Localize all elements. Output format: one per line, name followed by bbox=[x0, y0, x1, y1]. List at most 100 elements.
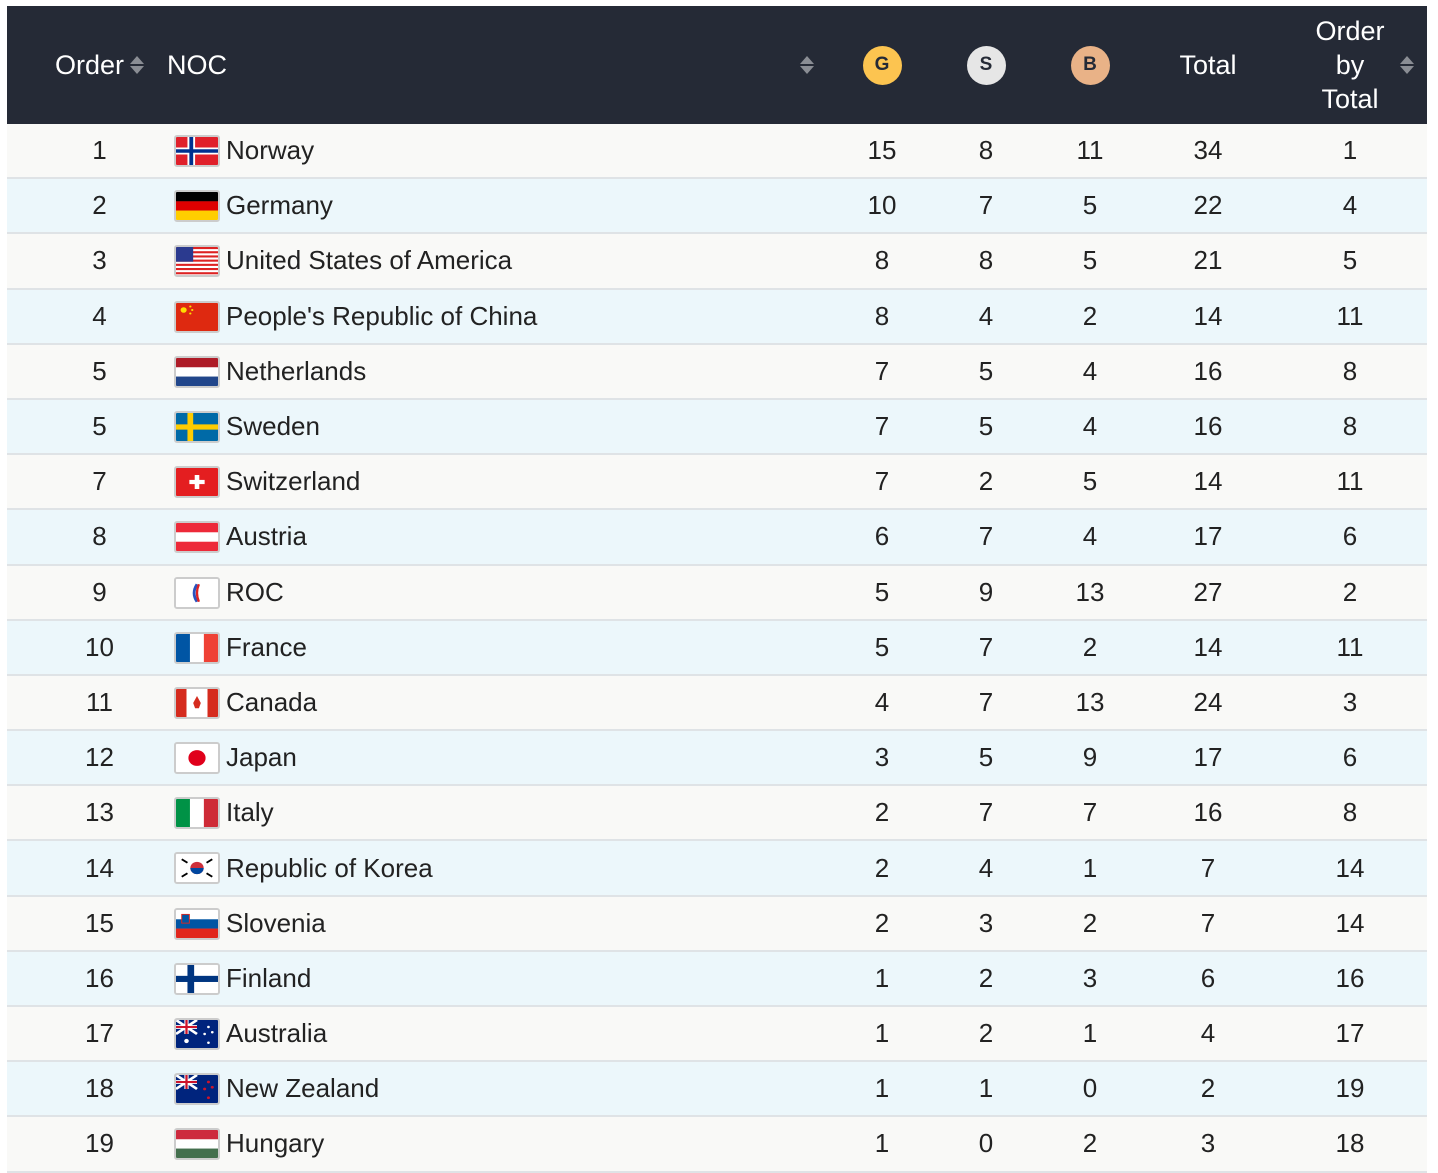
cell-obt: 19 bbox=[1335, 1073, 1365, 1104]
cell-obt: 14 bbox=[1335, 852, 1365, 883]
table-row[interactable]: 8 6 7 4 17 6 Austria bbox=[7, 510, 1427, 566]
table-row[interactable]: 14 2 4 1 7 14 Republic of Korea bbox=[7, 841, 1427, 897]
sort-icon[interactable] bbox=[130, 55, 145, 75]
noc-sort-icon[interactable] bbox=[797, 6, 817, 124]
cell-total: 24 bbox=[1193, 686, 1223, 717]
canada-flag-icon bbox=[174, 686, 220, 719]
order-by-total-sort[interactable] bbox=[1397, 6, 1417, 124]
country-name-link[interactable]: ROC bbox=[226, 576, 284, 607]
cell-total: 17 bbox=[1193, 521, 1223, 552]
table-row[interactable]: 12 3 5 9 17 6 Japan bbox=[7, 731, 1427, 787]
australia-flag-icon bbox=[174, 1018, 220, 1050]
table-row[interactable]: 5 7 5 4 16 8 Sweden bbox=[7, 399, 1427, 456]
sort-icon[interactable] bbox=[1400, 55, 1414, 75]
country-name-link[interactable]: Netherlands bbox=[226, 355, 367, 386]
cell-total: 14 bbox=[1193, 300, 1223, 331]
noc-column-header[interactable]: NOC bbox=[167, 6, 237, 124]
cell-order: 8 bbox=[92, 521, 107, 552]
cell-s: 5 bbox=[978, 742, 994, 773]
cell-b: 3 bbox=[1082, 962, 1098, 993]
table-row[interactable]: 17 1 2 1 4 17 Australia bbox=[7, 1007, 1427, 1063]
sort-icon[interactable] bbox=[800, 55, 814, 75]
cell-g: 4 bbox=[874, 686, 890, 717]
cell-total: 4 bbox=[1200, 1018, 1216, 1049]
italy-flag-icon bbox=[174, 797, 220, 830]
table-row[interactable]: 3 8 8 5 21 5 United States of America bbox=[7, 234, 1427, 290]
cell-g: 15 bbox=[867, 135, 897, 166]
cell-g: 2 bbox=[874, 797, 890, 828]
new-zealand-flag-icon bbox=[174, 1073, 220, 1106]
country-name-link[interactable]: People's Republic of China bbox=[226, 300, 538, 331]
table-row[interactable]: 10 5 7 2 14 11 France bbox=[7, 620, 1427, 676]
norway-flag-icon bbox=[174, 135, 220, 167]
table-body: 1 15 8 11 34 1 Norway 2 10 7 5 22 4 Germany 3 8 8 5 21 5 Uni… bbox=[7, 124, 1427, 1173]
cell-b: 9 bbox=[1082, 742, 1098, 773]
cell-total: 14 bbox=[1193, 466, 1223, 497]
cell-order: 16 bbox=[85, 962, 114, 993]
cell-b: 2 bbox=[1082, 300, 1098, 331]
country-name-link[interactable]: Hungary bbox=[226, 1128, 325, 1159]
cell-total: 7 bbox=[1200, 852, 1216, 883]
country-name-link[interactable]: United States of America bbox=[226, 245, 513, 276]
gold-column-header[interactable]: G bbox=[852, 6, 912, 124]
cell-b: 2 bbox=[1082, 631, 1098, 662]
table-row[interactable]: 4 8 4 2 14 11 People's Republic of China bbox=[7, 289, 1427, 345]
cell-order: 11 bbox=[86, 686, 113, 717]
cell-obt: 17 bbox=[1335, 1018, 1365, 1049]
cell-s: 9 bbox=[978, 576, 994, 607]
table-row[interactable]: 15 2 3 2 7 14 Slovenia bbox=[7, 896, 1427, 952]
country-name-link[interactable]: Sweden bbox=[226, 411, 320, 442]
cell-g: 7 bbox=[874, 466, 890, 497]
cell-order: 7 bbox=[92, 466, 107, 497]
order-column-header[interactable]: Order bbox=[37, 6, 162, 124]
table-row[interactable]: 5 7 5 4 16 8 Netherlands bbox=[7, 344, 1427, 400]
country-name-link[interactable]: New Zealand bbox=[226, 1073, 380, 1104]
cell-order: 4 bbox=[92, 300, 107, 331]
cell-b: 5 bbox=[1082, 190, 1098, 221]
cell-s: 0 bbox=[978, 1128, 994, 1159]
cell-order: 9 bbox=[92, 576, 107, 607]
cell-g: 8 bbox=[874, 245, 890, 276]
country-name-link[interactable]: Canada bbox=[226, 686, 318, 717]
cell-g: 2 bbox=[874, 852, 890, 883]
cell-total: 6 bbox=[1200, 962, 1216, 993]
country-name-link[interactable]: Slovenia bbox=[226, 907, 326, 938]
table-row[interactable]: 1 15 8 11 34 1 Norway bbox=[7, 124, 1427, 180]
cell-g: 7 bbox=[874, 411, 890, 442]
table-row[interactable]: 7 7 2 5 14 11 Switzerland bbox=[7, 455, 1427, 511]
country-name-link[interactable]: Finland bbox=[226, 962, 312, 993]
cell-s: 8 bbox=[978, 245, 994, 276]
cell-g: 5 bbox=[874, 576, 890, 607]
bronze-column-header[interactable]: B bbox=[1060, 6, 1120, 124]
cell-order: 19 bbox=[85, 1128, 114, 1159]
country-name-link[interactable]: Japan bbox=[226, 742, 297, 773]
table-row[interactable]: 11 4 7 13 24 3 Canada bbox=[7, 675, 1427, 732]
total-label: Total bbox=[1179, 50, 1237, 80]
cell-obt: 4 bbox=[1342, 190, 1358, 221]
country-name-link[interactable]: Australia bbox=[226, 1018, 328, 1049]
order-by-total-column-header[interactable]: Order by Total bbox=[1300, 6, 1400, 124]
table-row[interactable]: 2 10 7 5 22 4 Germany bbox=[7, 179, 1427, 235]
japan-flag-icon bbox=[174, 742, 220, 775]
cell-total: 27 bbox=[1193, 576, 1223, 607]
table-row[interactable]: 19 1 0 2 3 18 Hungary bbox=[7, 1117, 1427, 1173]
country-name-link[interactable]: Austria bbox=[226, 521, 307, 552]
total-column-header[interactable]: Total bbox=[1158, 6, 1258, 124]
cell-b: 13 bbox=[1075, 576, 1105, 607]
country-name-link[interactable]: Germany bbox=[226, 190, 333, 221]
country-name-link[interactable]: Norway bbox=[226, 135, 315, 166]
cell-order: 5 bbox=[92, 411, 107, 442]
usa-flag-icon bbox=[174, 245, 220, 278]
hungary-flag-icon bbox=[174, 1128, 220, 1161]
country-name-link[interactable]: Italy bbox=[226, 797, 274, 828]
cell-total: 34 bbox=[1193, 135, 1223, 166]
table-row[interactable]: 9 5 9 13 27 2 ROC bbox=[7, 565, 1427, 621]
table-row[interactable]: 13 2 7 7 16 8 Italy bbox=[7, 786, 1427, 842]
country-name-link[interactable]: France bbox=[226, 631, 307, 662]
table-row[interactable]: 16 1 2 3 6 16 Finland bbox=[7, 951, 1427, 1007]
silver-column-header[interactable]: S bbox=[956, 6, 1016, 124]
cell-total: 3 bbox=[1200, 1128, 1216, 1159]
table-row[interactable]: 18 1 1 0 2 19 New Zealand bbox=[7, 1062, 1427, 1118]
country-name-link[interactable]: Republic of Korea bbox=[226, 852, 433, 883]
country-name-link[interactable]: Switzerland bbox=[226, 466, 361, 497]
